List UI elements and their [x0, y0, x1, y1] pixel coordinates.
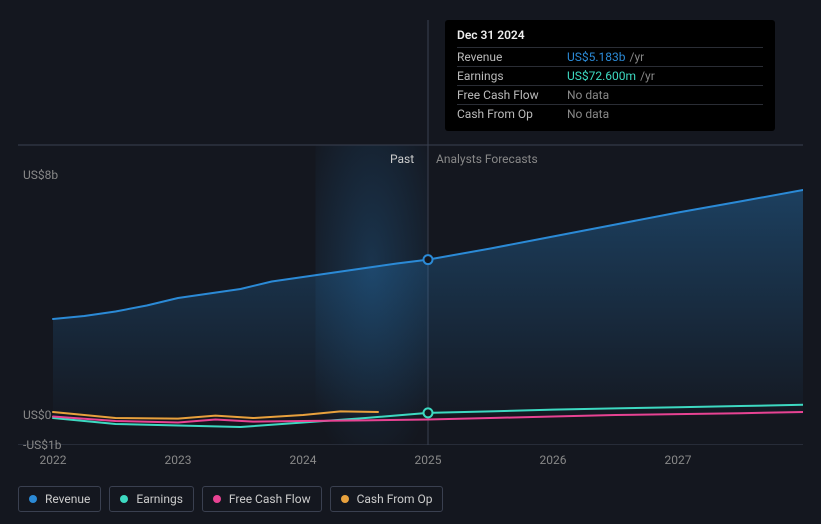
tooltip-row-label: Revenue [457, 50, 567, 64]
x-axis-label: 2025 [415, 453, 442, 467]
y-axis-label: -US$1b [23, 438, 61, 452]
tooltip-row-label: Cash From Op [457, 107, 567, 121]
x-axis-label: 2023 [165, 453, 192, 467]
legend-item-free-cash-flow[interactable]: Free Cash Flow [202, 486, 322, 512]
tooltip-row: Cash From OpNo data [457, 104, 763, 123]
tooltip-row-unit: /yr [640, 69, 655, 83]
x-axis-label: 2024 [290, 453, 317, 467]
chart-tooltip: Dec 31 2024 RevenueUS$5.183b/yrEarningsU… [445, 20, 775, 131]
legend-dot-icon [213, 495, 221, 503]
legend-item-revenue[interactable]: Revenue [18, 486, 101, 512]
y-axis-label: US$0 [23, 408, 51, 422]
tooltip-row-value: No data [567, 107, 609, 121]
legend-label: Free Cash Flow [229, 492, 311, 506]
tooltip-row-value: US$5.183b [567, 50, 626, 64]
past-section-label: Past [390, 152, 414, 166]
tooltip-row: RevenueUS$5.183b/yr [457, 47, 763, 66]
tooltip-row-label: Free Cash Flow [457, 88, 567, 102]
chart-container: US$8bUS$0-US$1b 202220232024202520262027… [18, 0, 803, 445]
tooltip-date: Dec 31 2024 [457, 28, 763, 47]
legend-dot-icon [29, 495, 37, 503]
tooltip-row: EarningsUS$72.600m/yr [457, 66, 763, 85]
x-axis-label: 2022 [40, 453, 67, 467]
x-axis-label: 2026 [540, 453, 567, 467]
tooltip-row-label: Earnings [457, 69, 567, 83]
legend-dot-icon [341, 495, 349, 503]
legend-label: Earnings [136, 492, 183, 506]
legend-item-cash-from-op[interactable]: Cash From Op [330, 486, 444, 512]
y-axis-label: US$8b [23, 168, 58, 182]
legend-label: Cash From Op [357, 492, 433, 506]
tooltip-row-value: No data [567, 88, 609, 102]
chart-legend: Revenue Earnings Free Cash Flow Cash From O… [18, 486, 443, 512]
x-axis-label: 2027 [665, 453, 692, 467]
legend-label: Revenue [45, 492, 90, 506]
tooltip-row-unit: /yr [630, 50, 645, 64]
tooltip-row-value: US$72.600m [567, 69, 636, 83]
legend-dot-icon [120, 495, 128, 503]
legend-item-earnings[interactable]: Earnings [109, 486, 194, 512]
tooltip-row: Free Cash FlowNo data [457, 85, 763, 104]
forecast-section-label: Analysts Forecasts [436, 152, 538, 166]
